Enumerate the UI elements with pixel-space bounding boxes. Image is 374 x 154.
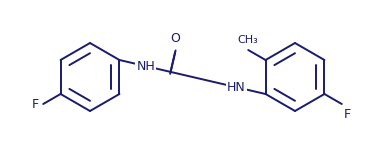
Text: HN: HN	[227, 81, 246, 94]
Text: NH: NH	[137, 60, 155, 73]
Text: F: F	[344, 108, 351, 121]
Text: CH₃: CH₃	[238, 35, 258, 45]
Text: F: F	[32, 97, 39, 111]
Text: O: O	[171, 32, 181, 45]
